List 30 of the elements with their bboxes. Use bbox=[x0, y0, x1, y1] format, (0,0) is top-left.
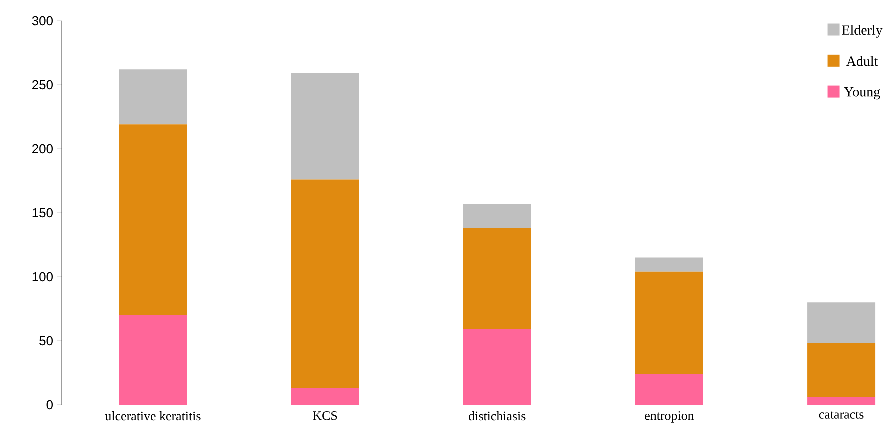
bar bbox=[635, 374, 704, 405]
bar bbox=[808, 344, 876, 398]
legend-label: Adult bbox=[846, 56, 878, 66]
y-tick-label: 100 bbox=[32, 272, 53, 282]
bar bbox=[463, 228, 532, 330]
bar bbox=[463, 329, 532, 405]
x-tick-label: ulcerative keratitis bbox=[105, 412, 201, 421]
bar bbox=[808, 397, 876, 405]
bar bbox=[291, 73, 360, 180]
x-tick-label: entropion bbox=[645, 412, 694, 423]
bar bbox=[291, 180, 360, 388]
bar bbox=[808, 302, 876, 344]
bar bbox=[635, 258, 704, 272]
y-tick-label: 50 bbox=[40, 336, 53, 346]
y-tick-label: 150 bbox=[32, 208, 53, 218]
y-tick-label: 200 bbox=[32, 144, 53, 154]
bar bbox=[463, 204, 532, 228]
bar bbox=[635, 272, 704, 374]
x-tick-label: KCS bbox=[313, 412, 338, 420]
legend-label: Elderly bbox=[842, 25, 883, 38]
bar bbox=[119, 70, 188, 125]
x-tick-label: cataracts bbox=[819, 412, 864, 419]
bar bbox=[119, 315, 188, 405]
x-tick-label: distichiasis bbox=[469, 412, 526, 421]
y-tick-label: 0 bbox=[46, 400, 53, 410]
y-tick-label: 300 bbox=[32, 16, 53, 26]
bar bbox=[291, 388, 360, 405]
bar bbox=[119, 124, 188, 316]
y-tick-label: 250 bbox=[32, 80, 53, 90]
legend-label: Young bbox=[844, 87, 880, 100]
